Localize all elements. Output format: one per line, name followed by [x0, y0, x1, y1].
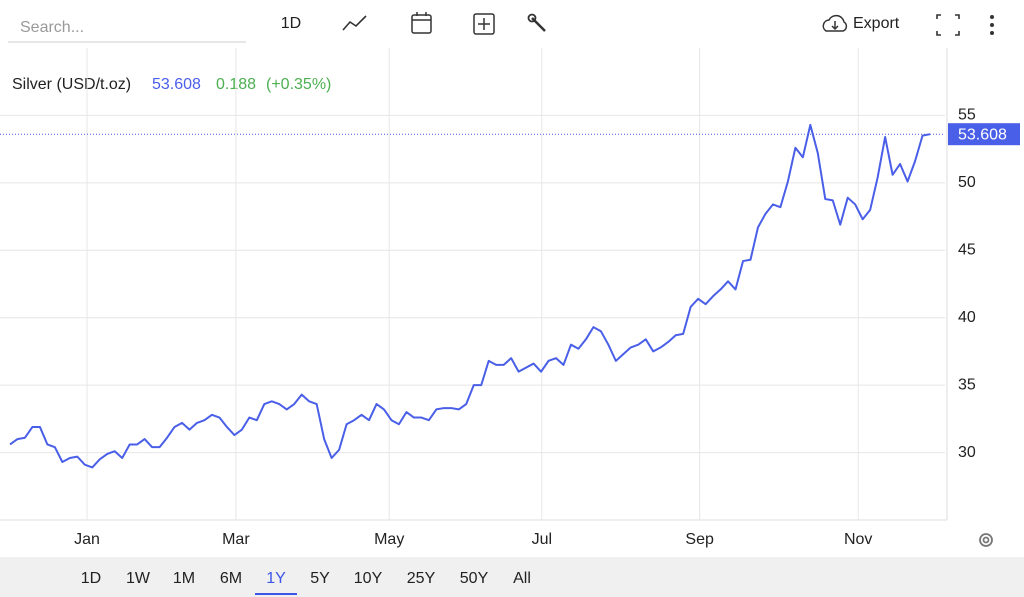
x-tick-label: Sep	[685, 531, 714, 548]
price-line	[9, 123, 931, 469]
y-tick-label: 50	[958, 174, 976, 191]
x-tick-label: May	[374, 531, 404, 548]
plot: 30 35 40 45 50 55 Jan Mar May Jul Sep Nov 53.608	[0, 48, 1020, 548]
export-button[interactable]: Export	[853, 15, 900, 32]
x-tick-label: Mar	[222, 531, 250, 548]
range-button[interactable]: 1D	[81, 570, 101, 587]
x-tick-label: Nov	[844, 531, 872, 548]
x-tick-label: Jul	[532, 531, 552, 548]
range-button[interactable]: 1Y	[266, 570, 286, 587]
export-icon[interactable]	[822, 14, 848, 32]
range-button[interactable]: 10Y	[354, 570, 383, 587]
last-value-tag	[948, 123, 1020, 146]
y-tick-label: 45	[958, 242, 976, 259]
range-button[interactable]: 1M	[173, 570, 195, 587]
y-tick-label: 40	[958, 309, 976, 326]
range-button[interactable]: 5Y	[310, 570, 330, 587]
range-button[interactable]: 1W	[126, 570, 151, 587]
legend-change-percent: (+0.35%)	[266, 76, 331, 93]
calendar-icon[interactable]	[411, 12, 432, 34]
menu-icon[interactable]	[990, 15, 994, 35]
interval-button[interactable]: 1D	[281, 15, 301, 32]
y-tick-label: 35	[958, 376, 976, 393]
range-button[interactable]: 50Y	[460, 570, 489, 587]
y-tick-label: 55	[958, 107, 976, 124]
fullscreen-icon[interactable]	[936, 14, 960, 36]
chart-type-icon[interactable]	[342, 15, 367, 31]
legend-series-name: Silver (USD/t.oz)	[12, 76, 131, 93]
y-tick-label: 30	[958, 444, 976, 461]
legend-last-value: 53.608	[152, 76, 201, 93]
chart-settings-icon[interactable]	[979, 533, 993, 547]
settings-tool-icon[interactable]	[527, 13, 546, 32]
range-button[interactable]: 25Y	[407, 570, 436, 587]
range-button[interactable]: 6M	[220, 570, 242, 587]
last-value-label: 53.608	[958, 126, 1007, 143]
search-input[interactable]: Search...	[20, 19, 84, 36]
x-tick-label: Jan	[74, 531, 100, 548]
range-bar	[0, 557, 1024, 597]
add-indicator-icon[interactable]	[473, 13, 495, 35]
active-range-underline	[255, 593, 297, 595]
range-button[interactable]: All	[513, 570, 531, 587]
